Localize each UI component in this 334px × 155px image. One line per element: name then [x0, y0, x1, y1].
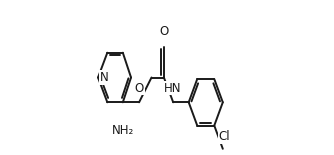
Text: O: O	[159, 25, 169, 38]
Text: O: O	[135, 82, 144, 95]
Text: HN: HN	[164, 82, 181, 95]
Text: Cl: Cl	[218, 130, 230, 143]
Text: N: N	[100, 71, 109, 84]
Text: NH₂: NH₂	[112, 124, 134, 137]
